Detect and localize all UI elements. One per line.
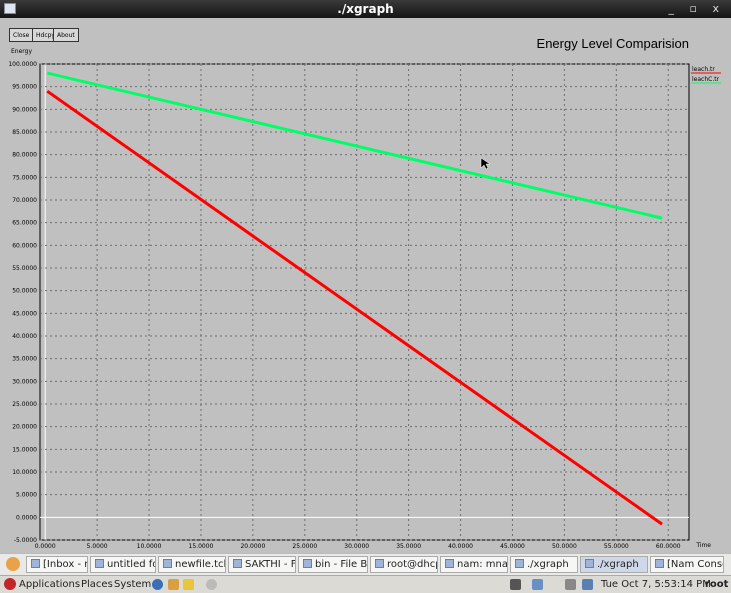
series-line-1 — [46, 71, 663, 220]
y-tick-label: 10.0000 — [12, 469, 37, 476]
clock[interactable]: Tue Oct 7, 5:53:14 PM — [601, 579, 711, 590]
notes-icon[interactable] — [183, 579, 194, 590]
y-tick-label: 30.0000 — [12, 378, 37, 385]
applications-menu[interactable]: Applications — [19, 579, 81, 590]
y-tick-label: 90.0000 — [12, 106, 37, 113]
plot-frame — [39, 63, 690, 541]
firefox-launcher-icon[interactable] — [6, 557, 20, 571]
x-tick-label: 60.0000 — [656, 543, 681, 550]
x-tick-label: 0.0000 — [35, 543, 56, 550]
x-tick-label: 10.0000 — [137, 543, 162, 550]
y-tick-label: 5.0000 — [16, 492, 37, 499]
x-tick-label: 25.0000 — [292, 543, 317, 550]
network-icon[interactable] — [532, 579, 543, 590]
y-tick-label: 20.0000 — [12, 424, 37, 431]
taskbar-item[interactable]: [Inbox - new... — [26, 556, 88, 573]
y-tick-label: 25.0000 — [12, 401, 37, 408]
taskbar-item[interactable]: untitled fold... — [90, 556, 156, 573]
folder-icon — [95, 559, 104, 568]
system-menu[interactable]: System — [114, 579, 152, 590]
y-tick-label: 50.0000 — [12, 288, 37, 295]
x-tick-label: 5.0000 — [87, 543, 108, 550]
display-icon[interactable] — [582, 579, 593, 590]
legend-label: leach.tr — [692, 66, 715, 73]
places-menu[interactable]: Places — [81, 579, 113, 590]
close-button[interactable]: Close — [9, 28, 34, 42]
taskbar-item[interactable]: ./xgraph — [510, 556, 578, 573]
graph-title: Energy Level Comparision — [536, 36, 689, 51]
y-tick-label: 65.0000 — [12, 220, 37, 227]
window-icon — [515, 559, 524, 568]
y-tick-label: 35.0000 — [12, 356, 37, 363]
window-icon — [585, 559, 594, 568]
y-tick-label: 15.0000 — [12, 446, 37, 453]
taskbar-item[interactable]: bin - File Bro... — [298, 556, 368, 573]
y-tick-label: 95.0000 — [12, 84, 37, 91]
x-tick-label: 55.0000 — [604, 543, 629, 550]
taskbar-item[interactable]: SAKTHI - File... — [228, 556, 296, 573]
y-tick-label: 85.0000 — [12, 129, 37, 136]
y-tick-label: 75.0000 — [12, 174, 37, 181]
mail-icon — [31, 559, 40, 568]
window-controls[interactable]: _ ▫ x — [668, 2, 725, 15]
y-tick-label: -5.0000 — [14, 537, 37, 544]
series-line-0 — [46, 89, 663, 526]
binoculars-icon[interactable] — [510, 579, 521, 590]
taskbar-item[interactable]: [Nam Conso... — [650, 556, 724, 573]
editor-icon — [163, 559, 172, 568]
y-tick-label: 100.0000 — [8, 61, 37, 68]
mouse-cursor-icon — [480, 157, 491, 170]
window-icon — [655, 559, 664, 568]
x-tick-label: 20.0000 — [240, 543, 265, 550]
x-tick-label: 35.0000 — [396, 543, 421, 550]
y-tick-label: 70.0000 — [12, 197, 37, 204]
folder-icon — [233, 559, 242, 568]
y-tick-label: 80.0000 — [12, 152, 37, 159]
legend-label: leachC.tr — [692, 76, 720, 83]
x-tick-label: 45.0000 — [500, 543, 525, 550]
window-icon — [445, 559, 454, 568]
taskbar-item[interactable]: ./xgraph — [580, 556, 648, 573]
applet-icon[interactable] — [206, 579, 217, 590]
folder-icon — [303, 559, 312, 568]
y-tick-label: 45.0000 — [12, 310, 37, 317]
taskbar-item[interactable]: root@dhcpp... — [370, 556, 438, 573]
x-tick-label: 15.0000 — [189, 543, 214, 550]
x-tick-label: 30.0000 — [344, 543, 369, 550]
energy-plot: 0.0000 5.0000 10.0000 15.0000 20.0000 25.0000… — [8, 61, 721, 550]
about-button[interactable]: About — [53, 28, 79, 42]
x-tick-label: 40.0000 — [448, 543, 473, 550]
browser-icon[interactable] — [152, 579, 163, 590]
window-menu-icon[interactable] — [4, 3, 16, 14]
terminal-icon — [375, 559, 384, 568]
y-tick-label: 40.0000 — [12, 333, 37, 340]
x-axis-label: Time — [695, 542, 711, 549]
xgraph-window: Close Hdcpy About Energy Energy Level Co… — [0, 18, 731, 553]
taskbar: [Inbox - new... untitled fold... newfile… — [0, 553, 731, 575]
mail-client-icon[interactable] — [168, 579, 179, 590]
y-tick-label: 0.0000 — [16, 514, 37, 521]
window-title: ./xgraph — [337, 2, 394, 16]
user-name: root — [705, 579, 729, 590]
y-tick-label: 60.0000 — [12, 242, 37, 249]
volume-icon[interactable] — [565, 579, 576, 590]
y-axis-label: Energy — [11, 48, 33, 55]
taskbar-item[interactable]: newfile.tcl (... — [158, 556, 226, 573]
gnome-panel: Applications Places System Tue Oct 7, 5:… — [0, 575, 731, 593]
taskbar-item[interactable]: nam: mnam... — [440, 556, 508, 573]
hdcpy-button[interactable]: Hdcpy — [32, 28, 59, 42]
x-tick-label: 50.0000 — [552, 543, 577, 550]
distro-logo-icon — [4, 578, 16, 590]
y-tick-label: 55.0000 — [12, 265, 37, 272]
window-titlebar[interactable]: ./xgraph _ ▫ x — [0, 0, 731, 18]
